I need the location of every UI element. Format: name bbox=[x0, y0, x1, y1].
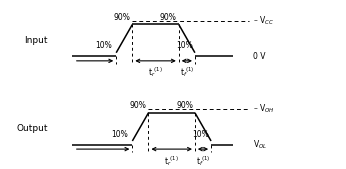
Text: 90%: 90% bbox=[160, 13, 177, 22]
Text: 10%: 10% bbox=[95, 41, 112, 50]
Text: t$_f$$^{(1)}$: t$_f$$^{(1)}$ bbox=[196, 154, 210, 168]
Text: 0 V: 0 V bbox=[253, 52, 266, 61]
Text: – V$_{OH}$: – V$_{OH}$ bbox=[253, 103, 275, 115]
Text: 90%: 90% bbox=[176, 101, 193, 110]
Text: t$_r$$^{(1)}$: t$_r$$^{(1)}$ bbox=[148, 65, 163, 79]
Text: t$_r$$^{(1)}$: t$_r$$^{(1)}$ bbox=[164, 154, 179, 168]
Text: 10%: 10% bbox=[111, 129, 128, 139]
Text: t$_f$$^{(1)}$: t$_f$$^{(1)}$ bbox=[180, 65, 194, 79]
Text: 90%: 90% bbox=[130, 101, 146, 110]
Text: V$_{OL}$: V$_{OL}$ bbox=[253, 138, 267, 151]
Text: 90%: 90% bbox=[113, 13, 130, 22]
Text: Input: Input bbox=[24, 36, 47, 45]
Text: – V$_{CC}$: – V$_{CC}$ bbox=[253, 15, 274, 27]
Text: 10%: 10% bbox=[176, 41, 193, 50]
Text: Output: Output bbox=[16, 124, 47, 133]
Text: 10%: 10% bbox=[192, 129, 209, 139]
